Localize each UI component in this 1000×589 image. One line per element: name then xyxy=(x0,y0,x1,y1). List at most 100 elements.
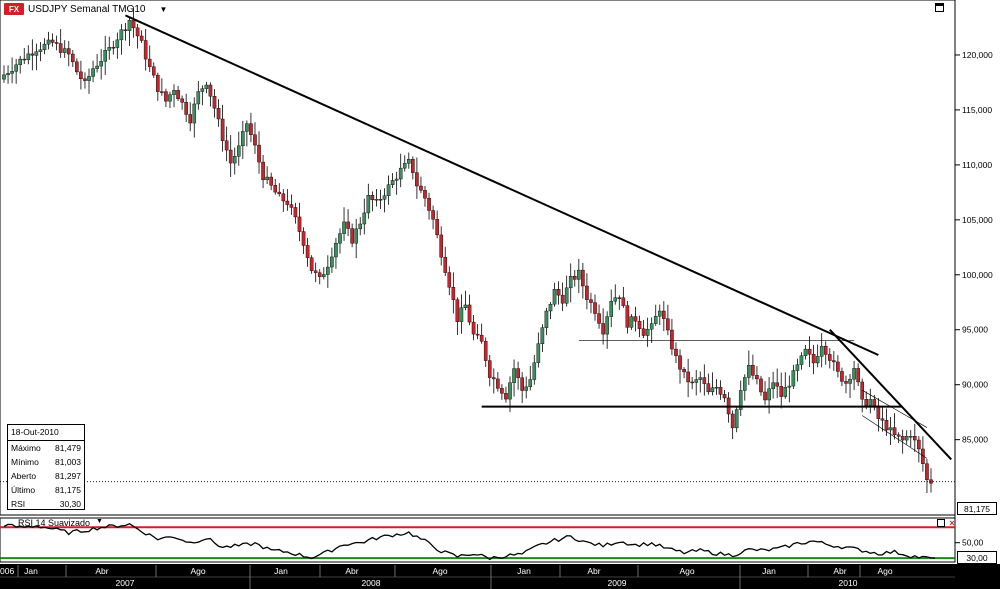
panel-restore-icon[interactable] xyxy=(937,519,945,527)
candle-body xyxy=(908,436,913,438)
x-left-fragment: 006 xyxy=(0,566,14,576)
x-month-label: Abr xyxy=(833,566,846,576)
candle-body xyxy=(269,176,273,186)
candle-body xyxy=(852,368,856,380)
candle-body xyxy=(742,377,747,391)
candle-body xyxy=(734,409,739,429)
candle-body xyxy=(407,159,411,164)
candle-body xyxy=(779,386,784,397)
candle-body xyxy=(297,216,302,232)
candle-body xyxy=(447,272,452,288)
price-grid xyxy=(0,0,956,516)
candle-body xyxy=(119,29,124,41)
candle-body xyxy=(390,180,395,185)
candle-body xyxy=(374,199,379,201)
candle-body xyxy=(22,58,27,61)
candle-body xyxy=(402,163,407,169)
candle-body xyxy=(75,61,79,73)
chevron-down-icon[interactable]: ▼ xyxy=(159,4,168,14)
maximize-icon[interactable] xyxy=(935,3,944,12)
candle-body xyxy=(771,382,775,389)
candle-body xyxy=(803,348,808,356)
candle-body xyxy=(427,197,431,211)
candle-body xyxy=(864,399,869,406)
candle-body xyxy=(249,123,253,135)
candle-body xyxy=(46,39,51,45)
x-month-label: Jan xyxy=(762,566,776,576)
candle-body xyxy=(819,345,824,357)
candle-body xyxy=(127,20,132,31)
candle-body xyxy=(354,228,358,244)
candle-body xyxy=(536,343,541,363)
candle-body xyxy=(722,394,727,399)
candle-body xyxy=(815,356,820,364)
candle-body xyxy=(241,131,245,147)
candle-body xyxy=(443,256,448,273)
chart-title-bar[interactable]: FX USDJPY Semanal TMG10 ▼ xyxy=(4,2,167,16)
candle-body xyxy=(577,269,581,280)
candle-body xyxy=(504,393,508,400)
candle-body xyxy=(330,256,334,268)
price-plot-area xyxy=(0,0,956,516)
x-month-label: Ago xyxy=(877,566,892,576)
candle-body xyxy=(370,195,375,201)
candle-body xyxy=(892,427,897,436)
candle-body xyxy=(714,386,719,389)
candle-body xyxy=(694,379,699,383)
candle-body xyxy=(91,68,95,77)
candle-body xyxy=(799,355,804,365)
candle-body xyxy=(350,228,354,244)
candle-body xyxy=(605,316,609,335)
candle-body xyxy=(621,297,626,306)
symbol-title: USDJPY Semanal TMG10 xyxy=(28,3,146,15)
candle-body xyxy=(900,436,905,441)
candle-body xyxy=(366,195,371,214)
candle-body xyxy=(904,436,909,441)
candle-body xyxy=(925,463,929,480)
candle-body xyxy=(585,285,589,300)
candle-body xyxy=(463,304,468,309)
trendline xyxy=(125,14,879,356)
candle-body xyxy=(362,212,367,225)
candle-body xyxy=(245,123,249,132)
candle-body xyxy=(99,61,103,67)
candle-body xyxy=(2,74,6,80)
candle-body xyxy=(289,204,294,208)
rsi-current-label: 30,00 xyxy=(957,551,997,564)
candle-body xyxy=(823,345,828,355)
candle-body xyxy=(184,102,188,115)
candle-body xyxy=(196,91,201,105)
candle-body xyxy=(872,399,877,406)
candle-body xyxy=(123,29,128,31)
candle-body xyxy=(228,149,233,164)
candle-body xyxy=(917,439,921,450)
candle-body xyxy=(131,20,136,29)
rsi-title-bar[interactable]: RSI 14 Suavizado ▼ xyxy=(18,518,103,528)
chevron-down-icon[interactable]: ▼ xyxy=(96,518,103,525)
candle-body xyxy=(423,190,427,199)
y-tick-label: 100,000 xyxy=(962,270,993,280)
candle-body xyxy=(613,297,618,302)
candle-body xyxy=(431,210,435,220)
candle-body xyxy=(674,348,678,356)
candle-body xyxy=(346,221,350,229)
candle-body xyxy=(188,114,193,124)
candle-body xyxy=(836,361,840,372)
candle-body xyxy=(856,368,860,383)
y-tick-label: 90,000 xyxy=(962,380,988,390)
x-year-label: 2009 xyxy=(608,578,627,588)
candle-body xyxy=(747,365,751,378)
candle-body xyxy=(767,388,771,401)
candle-body xyxy=(868,399,873,406)
candle-body xyxy=(208,84,213,97)
candle-body xyxy=(147,58,152,67)
close-icon[interactable]: × xyxy=(949,518,955,528)
candle-body xyxy=(398,167,403,180)
candle-body xyxy=(18,58,22,66)
candle-body xyxy=(601,323,605,335)
candle-body xyxy=(192,103,197,124)
candle-body xyxy=(755,375,759,380)
candle-body xyxy=(617,297,622,299)
candle-body xyxy=(135,27,140,37)
